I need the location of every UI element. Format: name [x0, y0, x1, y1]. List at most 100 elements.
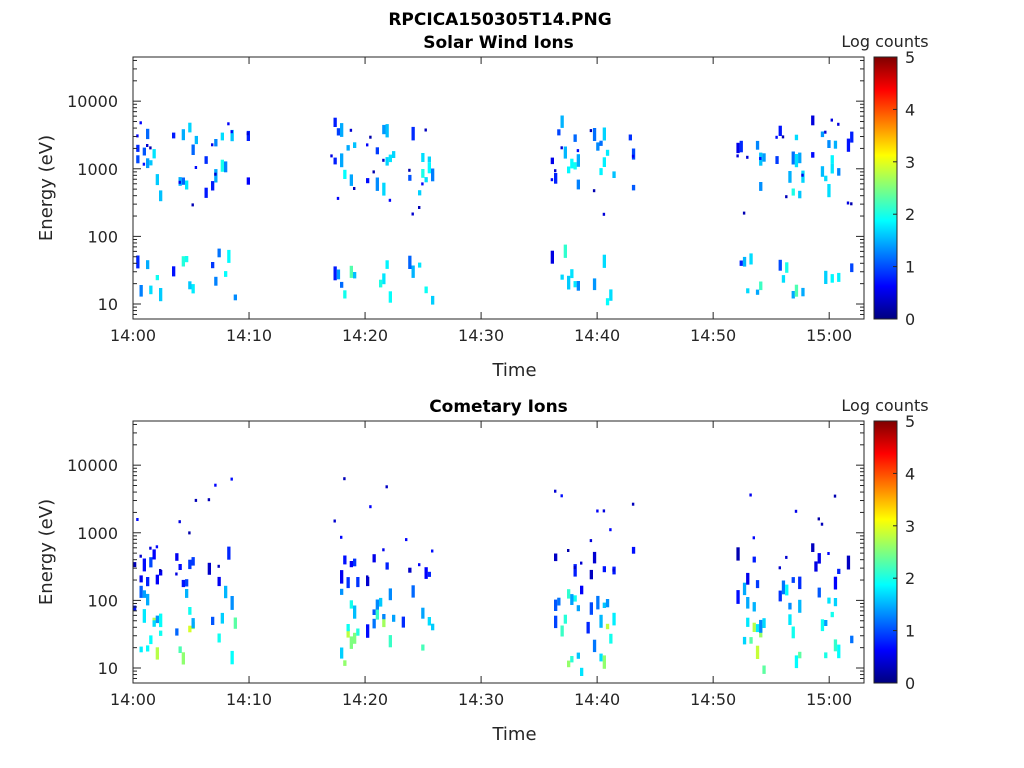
- data-cell: [830, 611, 834, 618]
- data-cell: [576, 605, 580, 612]
- y-axis-label: Energy (eV): [36, 135, 57, 241]
- data-cell: [340, 588, 344, 595]
- data-cell: [427, 617, 431, 626]
- data-cell: [227, 546, 231, 560]
- data-cell: [781, 580, 786, 595]
- data-cell: [592, 639, 597, 653]
- data-cell: [217, 564, 220, 568]
- data-cell: [589, 539, 593, 543]
- data-cell: [431, 295, 435, 305]
- data-cell: [631, 502, 635, 506]
- colorbar-tick-label: 0: [905, 310, 915, 329]
- data-cell: [794, 655, 799, 669]
- data-cell: [155, 647, 159, 660]
- data-cell: [343, 169, 347, 179]
- data-cell: [217, 633, 221, 643]
- data-cell: [746, 597, 750, 609]
- data-cell: [188, 281, 192, 290]
- colorbar-tick-label: 1: [905, 258, 915, 277]
- data-cell: [178, 180, 181, 184]
- data-cell: [411, 265, 415, 278]
- data-cell: [785, 262, 789, 273]
- data-cell: [346, 145, 350, 151]
- data-cell: [340, 123, 344, 137]
- data-cell: [589, 129, 593, 133]
- data-cell: [159, 630, 163, 636]
- data-cell: [837, 568, 841, 574]
- data-cell: [742, 636, 747, 645]
- x-tick-label: 14:00: [110, 326, 156, 345]
- data-cell: [230, 477, 233, 481]
- data-cell: [781, 135, 785, 139]
- data-cell: [181, 177, 185, 185]
- data-cell: [191, 557, 195, 566]
- data-cell: [827, 184, 831, 198]
- x-tick-label: 15:00: [806, 326, 852, 345]
- data-cell: [798, 152, 802, 164]
- data-cell: [746, 617, 750, 627]
- data-cell: [427, 571, 431, 577]
- data-cell: [211, 143, 214, 147]
- data-cell: [246, 132, 250, 136]
- data-cell: [224, 585, 228, 599]
- data-cell: [755, 624, 760, 633]
- data-cell: [567, 166, 571, 174]
- data-cell: [576, 154, 580, 167]
- x-tick-label: 14:10: [226, 326, 272, 345]
- data-cell: [798, 599, 802, 613]
- panel-solar-wind-ions: Solar Wind Ions 14:00 14:10 14:20 14:30 14:40…: [36, 32, 929, 381]
- data-cell: [824, 270, 828, 284]
- data-cell: [220, 132, 224, 141]
- data-cell: [421, 607, 425, 619]
- data-cell: [136, 518, 139, 521]
- data-cell: [418, 206, 421, 209]
- data-cell: [837, 272, 841, 282]
- data-cell: [785, 584, 789, 596]
- data-cell: [175, 572, 178, 576]
- data-cell: [227, 249, 231, 263]
- data-cell: [185, 180, 189, 190]
- y-tick-label: 10: [98, 659, 118, 678]
- data-cell: [567, 549, 570, 552]
- data-cell: [392, 614, 396, 622]
- data-cell: [573, 281, 577, 288]
- data-cell: [385, 562, 389, 570]
- data-cell: [775, 156, 779, 164]
- data-cell: [560, 274, 564, 280]
- x-tick-label: 14:30: [458, 326, 504, 345]
- data-cell: [759, 182, 763, 191]
- data-cell: [375, 177, 379, 191]
- data-cell: [356, 577, 360, 588]
- data-cell: [824, 130, 827, 134]
- data-cell: [833, 598, 838, 607]
- data-cell: [142, 590, 146, 598]
- data-cell: [353, 605, 357, 619]
- data-cell: [846, 555, 851, 570]
- plot-frame: [132, 420, 865, 684]
- data-cell: [824, 652, 828, 659]
- heatmap-cells: [133, 477, 854, 676]
- data-cell: [185, 256, 189, 263]
- data-cell: [762, 618, 766, 628]
- data-cell: [846, 201, 850, 205]
- data-cell: [178, 564, 182, 570]
- x-tick-label: 14:20: [342, 326, 388, 345]
- data-cell: [557, 597, 561, 606]
- data-cell: [560, 115, 564, 128]
- data-cell: [152, 149, 156, 159]
- x-axis-label: Time: [491, 724, 536, 745]
- data-cell: [550, 250, 554, 264]
- data-cell: [411, 585, 415, 598]
- y-tick-label: 1000: [77, 160, 118, 179]
- data-cell: [820, 619, 825, 632]
- data-cell: [159, 190, 163, 202]
- data-cell: [136, 155, 140, 164]
- data-cell: [833, 576, 838, 590]
- data-cell: [739, 260, 743, 266]
- data-cell: [602, 566, 606, 573]
- data-cell: [418, 563, 421, 567]
- data-cell: [175, 628, 179, 636]
- data-cell: [609, 289, 613, 301]
- data-cell: [742, 582, 747, 596]
